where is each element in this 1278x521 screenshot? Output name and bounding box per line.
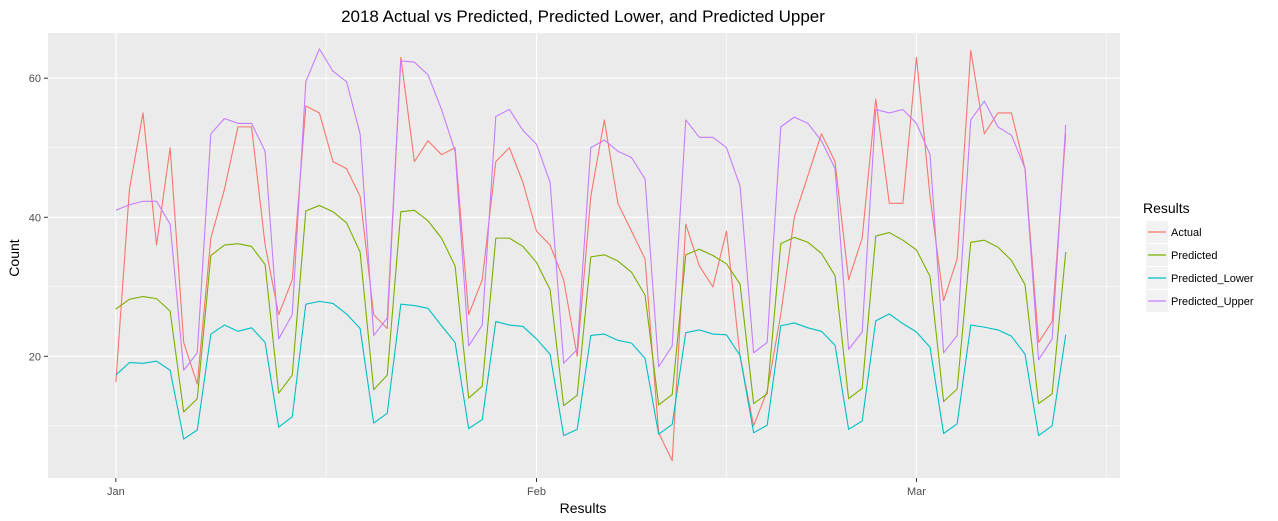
legend-title: Results xyxy=(1143,200,1190,216)
chart-title: 2018 Actual vs Predicted, Predicted Lowe… xyxy=(341,7,825,26)
series-line-predicted xyxy=(115,204,1067,413)
y-axis-tick-labels: 20 40 60 xyxy=(29,73,41,363)
series-line-predicted-upper xyxy=(115,48,1067,371)
legend-items: Actual Predicted Predicted_Lower Predicted_… xyxy=(1146,221,1254,312)
legend: Results Actual Predicted Predicted_Lower Pr… xyxy=(1143,200,1254,312)
legend-label-actual: Actual xyxy=(1171,227,1202,239)
legend-label-predicted-lower: Predicted_Lower xyxy=(1171,273,1254,285)
y-axis-title: Count xyxy=(6,239,22,276)
axis-ticks xyxy=(44,77,917,482)
y-tick-label: 40 xyxy=(29,212,41,224)
x-axis-title: Results xyxy=(560,500,607,516)
x-axis-tick-labels: Jan Feb Mar xyxy=(107,486,926,498)
major-gridlines xyxy=(48,33,1120,478)
series-lines xyxy=(115,48,1067,462)
y-tick-label: 60 xyxy=(29,73,41,85)
x-tick-label: Mar xyxy=(907,486,926,498)
series-line-predicted-lower xyxy=(115,300,1067,440)
legend-label-predicted: Predicted xyxy=(1171,250,1217,262)
legend-label-predicted-upper: Predicted_Upper xyxy=(1171,296,1254,308)
x-tick-label: Jan xyxy=(107,486,125,498)
y-tick-label: 20 xyxy=(29,351,41,363)
series-line-actual xyxy=(115,49,1067,462)
x-tick-label: Feb xyxy=(527,486,546,498)
